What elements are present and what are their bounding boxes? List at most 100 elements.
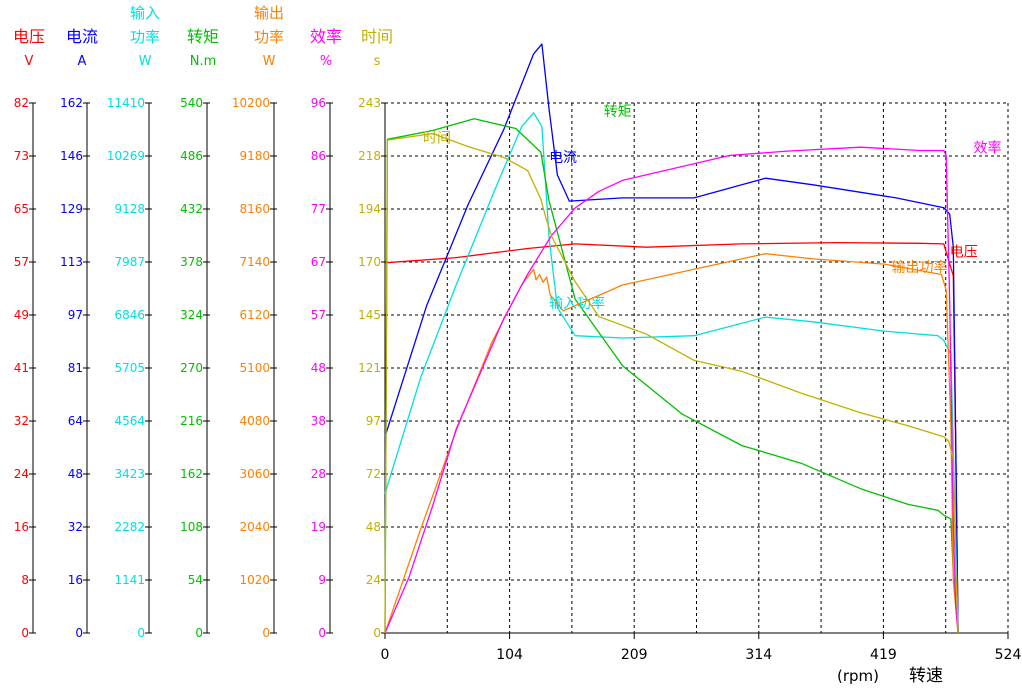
tick-label-current: 32 bbox=[68, 520, 83, 534]
series-line-time bbox=[384, 132, 959, 634]
axis-title-current: 电流 bbox=[66, 27, 98, 46]
series-label-input_power: 输入功率 bbox=[549, 295, 605, 312]
tick-label-time: 24 bbox=[366, 573, 381, 587]
axis-title-input_power-line1: 输入 bbox=[130, 4, 160, 22]
axis-title-input_power-line2: 功率 bbox=[130, 28, 160, 46]
tick-label-time: 194 bbox=[358, 202, 381, 216]
tick-label-output_power: 2040 bbox=[239, 520, 270, 534]
tick-label-current: 48 bbox=[68, 467, 83, 481]
tick-label-voltage: 73 bbox=[14, 149, 29, 163]
tick-label-time: 243 bbox=[358, 96, 381, 110]
tick-label-torque: 486 bbox=[180, 149, 203, 163]
plot-area bbox=[384, 102, 1009, 634]
tick-label-input_power: 0 bbox=[137, 626, 145, 640]
tick-label-current: 16 bbox=[68, 573, 83, 587]
tick-label-output_power: 10200 bbox=[232, 96, 270, 110]
tick-label-current: 113 bbox=[60, 255, 83, 269]
tick-label-time: 48 bbox=[366, 520, 381, 534]
series-line-current bbox=[384, 43, 959, 634]
x-tick-label: 419 bbox=[870, 647, 897, 663]
tick-label-output_power: 4080 bbox=[239, 414, 270, 428]
axis-unit-input_power: W bbox=[139, 54, 152, 69]
x-axis-title: 转速 bbox=[909, 666, 943, 686]
tick-label-output_power: 0 bbox=[262, 626, 270, 640]
tick-label-input_power: 10269 bbox=[107, 149, 145, 163]
axis-unit-voltage: V bbox=[25, 54, 34, 69]
tick-label-current: 97 bbox=[68, 308, 83, 322]
tick-label-torque: 378 bbox=[180, 255, 203, 269]
tick-label-torque: 432 bbox=[180, 202, 203, 216]
axis-title-efficiency: 效率 bbox=[310, 27, 342, 46]
axis-unit-current: A bbox=[78, 54, 87, 69]
tick-label-efficiency: 0 bbox=[318, 626, 326, 640]
series-line-efficiency bbox=[384, 146, 959, 634]
tick-label-input_power: 4564 bbox=[114, 414, 145, 428]
tick-label-input_power: 11410 bbox=[107, 96, 145, 110]
axis-unit-output_power: W bbox=[263, 54, 276, 69]
tick-label-efficiency: 57 bbox=[311, 308, 326, 322]
tick-label-output_power: 5100 bbox=[239, 361, 270, 375]
x-tick-label: 104 bbox=[496, 647, 523, 663]
tick-label-time: 0 bbox=[373, 626, 381, 640]
tick-label-torque: 270 bbox=[180, 361, 203, 375]
tick-label-time: 218 bbox=[358, 149, 381, 163]
tick-label-input_power: 3423 bbox=[114, 467, 145, 481]
tick-label-input_power: 7987 bbox=[114, 255, 145, 269]
axis-header-time: 时间 s bbox=[361, 27, 393, 69]
tick-label-output_power: 3060 bbox=[239, 467, 270, 481]
tick-label-output_power: 9180 bbox=[239, 149, 270, 163]
tick-label-current: 64 bbox=[68, 414, 83, 428]
axis-title-voltage: 电压 bbox=[13, 27, 45, 46]
axis-header-torque: 转矩 N.m bbox=[187, 27, 219, 69]
series-label-output_power: 输出功率 bbox=[891, 259, 947, 276]
tick-label-time: 121 bbox=[358, 361, 381, 375]
tick-label-torque: 324 bbox=[180, 308, 203, 322]
tick-label-efficiency: 86 bbox=[311, 149, 326, 163]
axis-unit-efficiency: % bbox=[320, 54, 332, 69]
tick-label-efficiency: 9 bbox=[318, 573, 326, 587]
tick-label-voltage: 24 bbox=[14, 467, 29, 481]
tick-label-voltage: 41 bbox=[14, 361, 29, 375]
tick-label-current: 129 bbox=[60, 202, 83, 216]
tick-label-voltage: 82 bbox=[14, 96, 29, 110]
x-tick-label: 0 bbox=[381, 647, 390, 663]
tick-label-input_power: 5705 bbox=[114, 361, 145, 375]
tick-label-efficiency: 48 bbox=[311, 361, 326, 375]
tick-label-efficiency: 77 bbox=[311, 202, 326, 216]
tick-label-time: 97 bbox=[366, 414, 381, 428]
tick-label-torque: 540 bbox=[180, 96, 203, 110]
tick-label-efficiency: 96 bbox=[311, 96, 326, 110]
tick-label-efficiency: 38 bbox=[311, 414, 326, 428]
series-label-time: 时间 bbox=[423, 130, 451, 146]
tick-label-torque: 216 bbox=[180, 414, 203, 428]
tick-label-torque: 54 bbox=[188, 573, 203, 587]
tick-label-current: 162 bbox=[60, 96, 83, 110]
tick-label-voltage: 49 bbox=[14, 308, 29, 322]
tick-label-input_power: 1141 bbox=[114, 573, 145, 587]
tick-label-time: 72 bbox=[366, 467, 381, 481]
tick-label-torque: 162 bbox=[180, 467, 203, 481]
axis-title-torque: 转矩 bbox=[187, 27, 219, 46]
tick-label-voltage: 16 bbox=[14, 520, 29, 534]
tick-label-voltage: 32 bbox=[14, 414, 29, 428]
series-label-voltage: 电压 bbox=[950, 244, 978, 260]
series-label-efficiency: 效率 bbox=[974, 140, 1002, 157]
axis-unit-time: s bbox=[374, 54, 381, 69]
tick-label-current: 81 bbox=[68, 361, 83, 375]
tick-label-voltage: 65 bbox=[14, 202, 29, 216]
x-tick-label: 209 bbox=[621, 647, 648, 663]
x-axis-unit-label: (rpm) bbox=[837, 667, 879, 685]
tick-label-output_power: 7140 bbox=[239, 255, 270, 269]
series-line-torque bbox=[384, 118, 959, 634]
tick-label-efficiency: 67 bbox=[311, 255, 326, 269]
axis-title-output_power-line2: 功率 bbox=[254, 28, 284, 46]
axis-header-efficiency: 效率% bbox=[310, 27, 342, 69]
tick-label-time: 170 bbox=[358, 255, 381, 269]
y-axes: 电压V08162432414957657382电流A01632486481971… bbox=[13, 4, 393, 640]
axis-header-current: 电流 A bbox=[66, 27, 98, 69]
tick-label-output_power: 8160 bbox=[239, 202, 270, 216]
x-axis: 0 104 209 314 419 524 bbox=[381, 633, 1021, 663]
tick-label-voltage: 57 bbox=[14, 255, 29, 269]
